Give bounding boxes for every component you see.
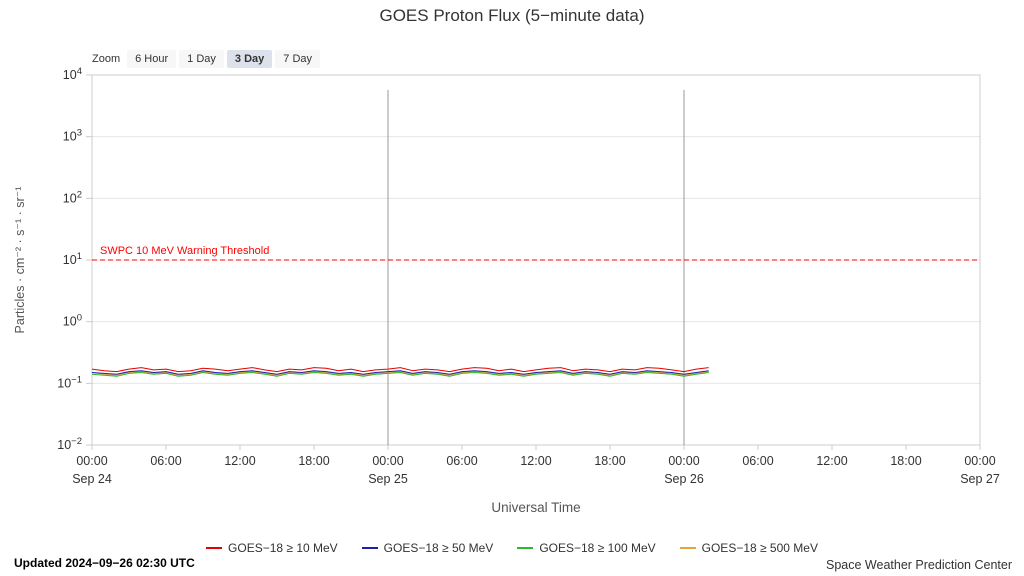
chart-legend: GOES−18 ≥ 10 MeV GOES−18 ≥ 50 MeV GOES−18 … bbox=[0, 541, 1024, 555]
legend-item-1[interactable]: GOES−18 ≥ 50 MeV bbox=[361, 541, 494, 555]
y-tick-label: 101 bbox=[63, 251, 82, 267]
y-tick-label: 103 bbox=[63, 128, 82, 144]
updated-timestamp: Updated 2024−09−26 02:30 UTC bbox=[14, 556, 195, 570]
x-tick-label: 00:00 bbox=[76, 454, 107, 468]
x-date-label: Sep 25 bbox=[368, 472, 408, 486]
x-date-label: Sep 26 bbox=[664, 472, 704, 486]
x-tick-label: 18:00 bbox=[890, 454, 921, 468]
series-line[interactable] bbox=[91, 371, 709, 376]
x-tick-label: 18:00 bbox=[298, 454, 329, 468]
x-tick-label: 00:00 bbox=[668, 454, 699, 468]
y-tick-label: 104 bbox=[63, 66, 82, 82]
legend-item-label: GOES−18 ≥ 50 MeV bbox=[383, 541, 494, 555]
x-tick-label: 06:00 bbox=[742, 454, 773, 468]
legend-item-0[interactable]: GOES−18 ≥ 10 MeV bbox=[206, 541, 338, 555]
series-line[interactable] bbox=[91, 367, 709, 373]
legend-item-2[interactable]: GOES−18 ≥ 100 MeV bbox=[517, 541, 656, 555]
x-tick-label: 06:00 bbox=[150, 454, 181, 468]
y-tick-label: 100 bbox=[63, 313, 82, 329]
zoom-button-7-day[interactable]: 7 Day bbox=[275, 50, 321, 68]
legend-item-label: GOES−18 ≥ 500 MeV bbox=[701, 541, 818, 555]
y-tick-label: 10−2 bbox=[57, 436, 82, 452]
x-tick-label: 00:00 bbox=[964, 454, 995, 468]
legend-item-label: GOES−18 ≥ 10 MeV bbox=[228, 541, 338, 555]
zoom-buttons: 6 Hour 1 Day 3 Day 7 Day bbox=[127, 50, 323, 68]
page-title: GOES Proton Flux (5−minute data) bbox=[379, 6, 645, 25]
legend-dash-icon bbox=[361, 547, 378, 549]
series-line[interactable] bbox=[91, 372, 709, 377]
legend-item-label: GOES−18 ≥ 100 MeV bbox=[539, 541, 656, 555]
zoom-button-1-day[interactable]: 1 Day bbox=[179, 50, 224, 68]
x-tick-label: 00:00 bbox=[372, 454, 403, 468]
warning-threshold-label: SWPC 10 MeV Warning Threshold bbox=[100, 245, 269, 257]
x-tick-label: 06:00 bbox=[446, 454, 477, 468]
legend-item-3[interactable]: GOES−18 ≥ 500 MeV bbox=[679, 541, 818, 555]
legend-dash-icon bbox=[206, 547, 223, 549]
credit-text: Space Weather Prediction Center bbox=[826, 558, 1012, 572]
x-tick-label: 12:00 bbox=[224, 454, 255, 468]
zoom-label: Zoom bbox=[92, 53, 121, 65]
legend-dash-icon bbox=[679, 547, 696, 549]
x-tick-label: 12:00 bbox=[816, 454, 847, 468]
y-tick-label: 10−1 bbox=[57, 374, 82, 390]
x-date-label: Sep 24 bbox=[72, 472, 112, 486]
y-tick-label: 102 bbox=[63, 189, 82, 205]
x-axis-title: Universal Time bbox=[491, 500, 580, 515]
legend-dash-icon bbox=[517, 547, 534, 549]
series-line[interactable] bbox=[91, 370, 709, 375]
x-date-label: Sep 27 bbox=[960, 472, 1000, 486]
zoom-button-3-day[interactable]: 3 Day bbox=[226, 50, 273, 68]
x-tick-label: 12:00 bbox=[520, 454, 551, 468]
zoom-controls: Zoom 6 Hour 1 Day 3 Day 7 Day bbox=[92, 50, 323, 68]
y-axis-title: Particles · cm⁻² · s⁻¹ · sr⁻¹ bbox=[13, 187, 27, 334]
zoom-button-6-hour[interactable]: 6 Hour bbox=[127, 50, 177, 68]
x-tick-label: 18:00 bbox=[594, 454, 625, 468]
